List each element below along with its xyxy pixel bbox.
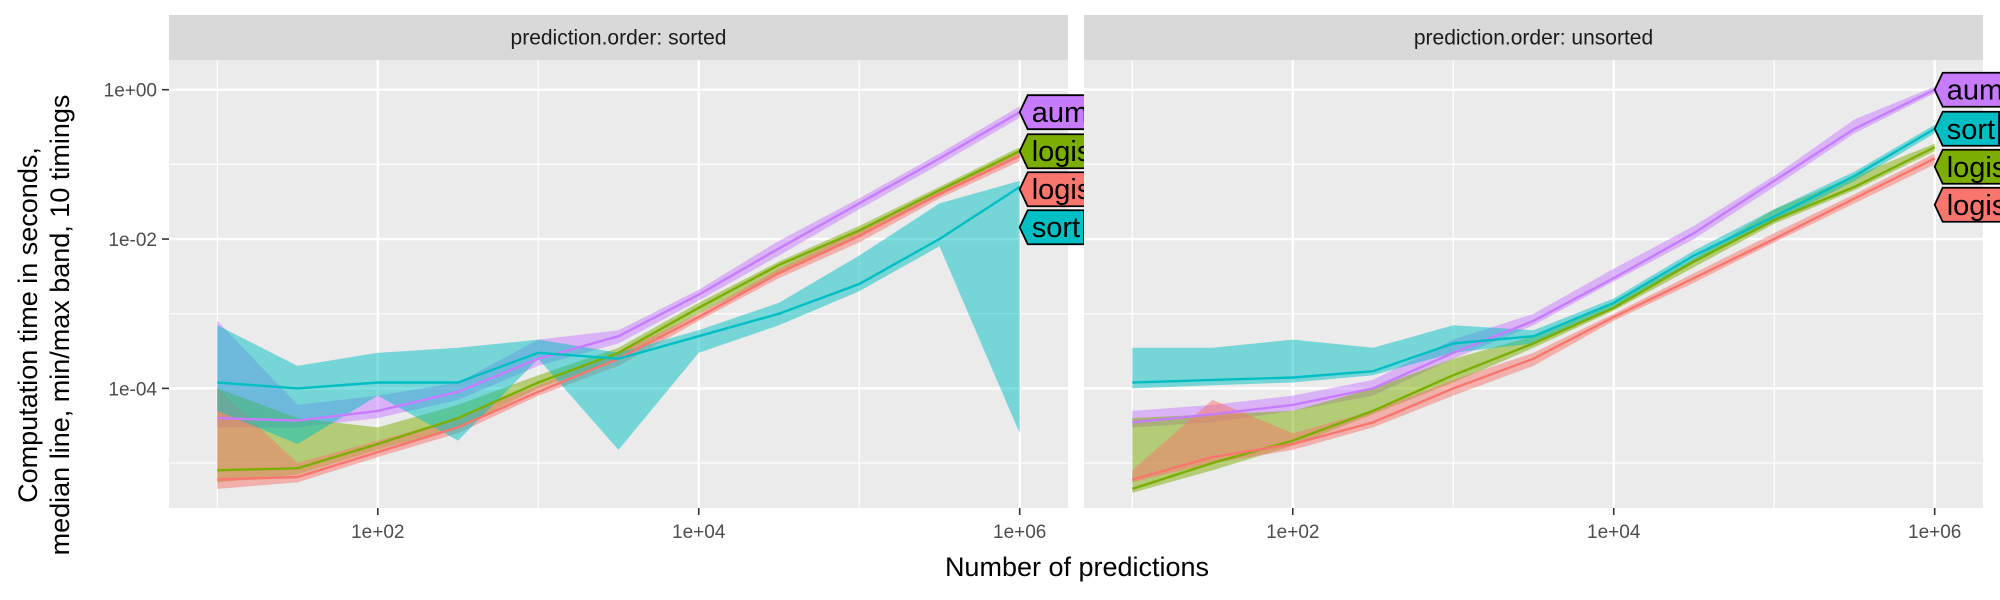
panel-2-median-line-logistic-grad — [1131, 157, 1936, 481]
panel-2-band-logistic-grad — [1132, 153, 1935, 483]
panel-2-direct-label-sort: sort — [1933, 110, 2000, 147]
panel-1-x-tick-label: 1e+06 — [993, 522, 1046, 543]
y-tick-label: 1e+00 — [104, 81, 157, 102]
panel-1-direct-label-aum: aum — [1018, 94, 1094, 131]
panel-2-x-tick-label: 1e+02 — [1266, 522, 1319, 543]
panel-1: prediction.order: sortedaumlogistic.loss… — [104, 15, 1192, 543]
panels-layer: prediction.order: sorted aum logistic.loss… — [104, 15, 2000, 543]
panel-1-strip — [169, 15, 1068, 60]
panel-2-strip — [1084, 15, 1983, 60]
panel-1-median-line-logistic-loss — [217, 150, 1021, 472]
x-axis-title: Number of predictions — [945, 552, 1209, 582]
panel-1-band-logistic-loss — [217, 147, 1020, 483]
panel-2: prediction.order: unsorted aum sort logisti… — [1084, 15, 2000, 543]
panel-1-direct-label-sort: sort — [1018, 209, 1085, 246]
panel-1-strip-label: prediction.order: sorted — [511, 27, 727, 50]
panel-1-median-line-sort — [217, 185, 1021, 390]
panel-2-direct-label-box-aum — [1933, 71, 2000, 108]
panel-1-direct-label-text-sort: sort — [1032, 212, 1080, 244]
panel-2-direct-label-aum: aum — [1933, 71, 2000, 108]
panel-2-x-tick-label: 1e+06 — [1908, 522, 1961, 543]
panel-2-direct-label-text-logistic-loss: logistic.loss — [1947, 152, 2000, 184]
panel-2-direct-label-text-sort: sort — [1947, 114, 1995, 146]
y-axis-title-line-1: Computation time in seconds, — [13, 147, 43, 503]
panel-2-direct-label-box-logistic-loss — [1933, 148, 2000, 185]
panel-2-direct-label-box-logistic-grad — [1933, 186, 2000, 223]
panel-2-median-line-aum — [1132, 88, 1936, 424]
panel-2-band-logistic-loss — [1132, 143, 1935, 493]
panel-2-direct-label-logistic-grad: logistic.grad — [1933, 186, 2000, 223]
panel-1-median-line-aum — [217, 111, 1021, 422]
panel-1-x-tick-label: 1e+02 — [351, 522, 404, 543]
panel-2-direct-label-text-logistic-grad: logistic.grad — [1947, 190, 2000, 222]
panel-1-direct-label-text-aum: aum — [1032, 97, 1088, 129]
y-tick-label: 1e-04 — [108, 379, 157, 400]
panel-2-x-tick-label: 1e+04 — [1587, 522, 1641, 543]
panel-2-band-aum — [1132, 86, 1935, 428]
panel-2-strip-label: prediction.order: unsorted — [1414, 27, 1653, 50]
y-tick-label: 1e-02 — [108, 230, 157, 251]
panel-1-x-tick-label: 1e+04 — [672, 522, 726, 543]
y-axis-title-line-2: median line, min/max band, 10 timings — [45, 95, 75, 556]
panel-2-direct-label-box-sort — [1933, 110, 2000, 147]
panel-2-direct-label-text-aum: aum — [1947, 75, 2000, 107]
panel-2-median-line-sort — [1132, 127, 1936, 384]
panel-2-direct-label-logistic-loss: logistic.loss — [1933, 148, 2000, 185]
